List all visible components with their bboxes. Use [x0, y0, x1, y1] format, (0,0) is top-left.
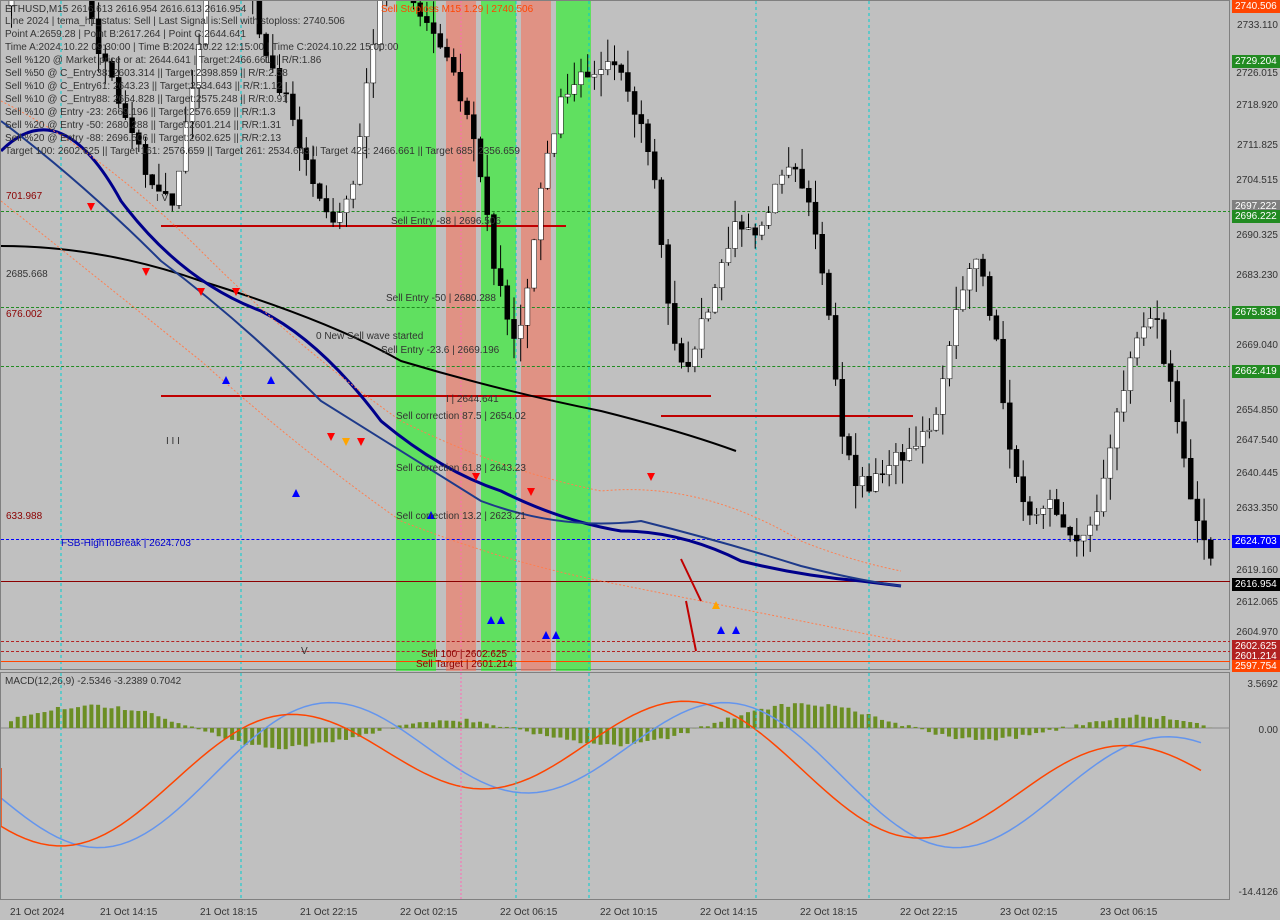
price-tag: 2696.222	[1232, 210, 1280, 223]
chart-annotation: V	[301, 646, 308, 657]
price-tag: 2662.419	[1232, 365, 1280, 378]
macd-chart[interactable]: MACD(12,26,9) -2.5346 -3.2389 0.7042	[0, 672, 1230, 900]
horizontal-line	[1, 651, 1231, 652]
price-label: 2619.160	[1236, 565, 1278, 576]
highlight-zone	[481, 1, 516, 671]
price-label: 2704.515	[1236, 175, 1278, 186]
price-tag: 2675.838	[1232, 306, 1280, 319]
price-tag: 2729.204	[1232, 55, 1280, 68]
time-label: 21 Oct 22:15	[300, 907, 357, 918]
info-line: Point A:2659.28 | Point B:2617.264 | Poi…	[5, 29, 246, 40]
price-label: 2633.350	[1236, 503, 1278, 514]
macd-axis-label: 3.5692	[1247, 679, 1278, 690]
time-label: 23 Oct 06:15	[1100, 907, 1157, 918]
chart-annotation: Sell Target | 2601.214	[416, 659, 513, 670]
price-tag: 2740.506	[1232, 0, 1280, 13]
macd-plot	[1, 673, 1231, 901]
time-label: 22 Oct 06:15	[500, 907, 557, 918]
price-label: 2711.825	[1237, 140, 1278, 151]
macd-axis: 3.5692 0.00 -14.4126	[1230, 672, 1280, 900]
price-tag: 2616.954	[1232, 578, 1280, 591]
horizontal-line	[1, 366, 1231, 367]
time-label: 21 Oct 18:15	[200, 907, 257, 918]
horizontal-line	[1, 661, 1231, 662]
chart-annotation: I | 2644.641	[446, 394, 499, 405]
price-label: 2654.850	[1236, 405, 1278, 416]
chart-annotation: Sell Entry -50 | 2680.288	[386, 293, 496, 304]
chart-annotation: Sell correction 61.8 | 2643.23	[396, 463, 526, 474]
info-line: Sell %20 @ Entry -50: 2680.288 || Target…	[5, 120, 281, 131]
price-label: 2690.325	[1236, 230, 1278, 241]
price-label: 2733.110	[1237, 20, 1278, 31]
price-tag: 2624.703	[1232, 535, 1280, 548]
chart-annotation: I V	[156, 193, 168, 204]
price-label: 2718.920	[1236, 100, 1278, 111]
info-line: Sell %20 @ Entry -88: 2696.506 || Target…	[5, 133, 281, 144]
info-line: Sell %120 @ Market price or at: 2644.641…	[5, 55, 321, 66]
time-label: 22 Oct 02:15	[400, 907, 457, 918]
time-label: 21 Oct 2024	[10, 907, 64, 918]
time-axis: 21 Oct 2024 21 Oct 14:15 21 Oct 18:15 21 Oc…	[0, 900, 1230, 920]
chart-annotation: Sell Entry -88 | 2696.506	[391, 216, 501, 227]
chart-annotation: 0 New Sell wave started	[316, 331, 423, 342]
price-label: 2612.065	[1236, 597, 1278, 608]
horizontal-line	[1, 641, 1231, 642]
time-label: 21 Oct 14:15	[100, 907, 157, 918]
time-label: 22 Oct 22:15	[900, 907, 957, 918]
price-label: 2683.230	[1236, 270, 1278, 281]
highlight-zone	[556, 1, 591, 671]
macd-axis-label: -14.4126	[1239, 887, 1278, 898]
price-label: 2726.015	[1236, 68, 1278, 79]
info-line: Sell %50 @ C_Entry38: 2603.314 || Target…	[5, 68, 288, 79]
chart-annotation: FSB-HighToBreak | 2624.703	[61, 538, 191, 549]
chart-annotation: Sell correction 13.2 | 2623.21	[396, 511, 526, 522]
horizontal-line	[1, 307, 1231, 308]
time-label: 22 Oct 18:15	[800, 907, 857, 918]
price-label: 2640.445	[1236, 468, 1278, 479]
highlight-zone	[521, 1, 551, 671]
chart-annotation: Sell correction 87.5 | 2654.02	[396, 411, 526, 422]
horizontal-line	[1, 581, 1231, 582]
time-label: 22 Oct 14:15	[700, 907, 757, 918]
chart-annotation: 701.967	[6, 191, 42, 202]
chart-annotation: I I I	[166, 436, 180, 447]
main-chart[interactable]: ETHUSD,M15 2616.613 2616.954 2616.613 26…	[0, 0, 1230, 670]
stoploss-label: Sell Stoploss M15 1.29 | 2740.506	[381, 4, 533, 15]
chart-annotation: 2685.668	[6, 269, 48, 280]
highlight-zone	[446, 1, 476, 671]
info-line: Sell %10 @ C_Entry88: 2654.828 || Target…	[5, 94, 288, 105]
chart-annotation: Sell Entry -23.6 | 2669.196	[381, 345, 499, 356]
macd-axis-label: 0.00	[1259, 725, 1278, 736]
time-label: 22 Oct 10:15	[600, 907, 657, 918]
info-line: Target 100: 2602.625 || Target 161: 2576…	[5, 146, 520, 157]
info-line: Line 2024 | tema_h1_status: Sell | Last …	[5, 16, 345, 27]
chart-header: ETHUSD,M15 2616.613 2616.954 2616.613 26…	[5, 4, 246, 15]
info-line: Sell %10 @ Entry -23: 2669.196 || Target…	[5, 107, 276, 118]
info-line: Sell %10 @ C_Entry61: 2643.23 || Target:…	[5, 81, 282, 92]
chart-annotation: 633.988	[6, 511, 42, 522]
price-axis: 2733.110 2726.015 2718.920 2711.825 2704.515…	[1230, 0, 1280, 670]
horizontal-line	[1, 211, 1231, 212]
chart-annotation: 676.002	[6, 309, 42, 320]
info-line: Time A:2024.10.22 09:30:00 | Time B:2024…	[5, 42, 398, 53]
time-label: 23 Oct 02:15	[1000, 907, 1057, 918]
price-label: 2647.540	[1236, 435, 1278, 446]
price-label: 2604.970	[1236, 627, 1278, 638]
price-label: 2669.040	[1236, 340, 1278, 351]
